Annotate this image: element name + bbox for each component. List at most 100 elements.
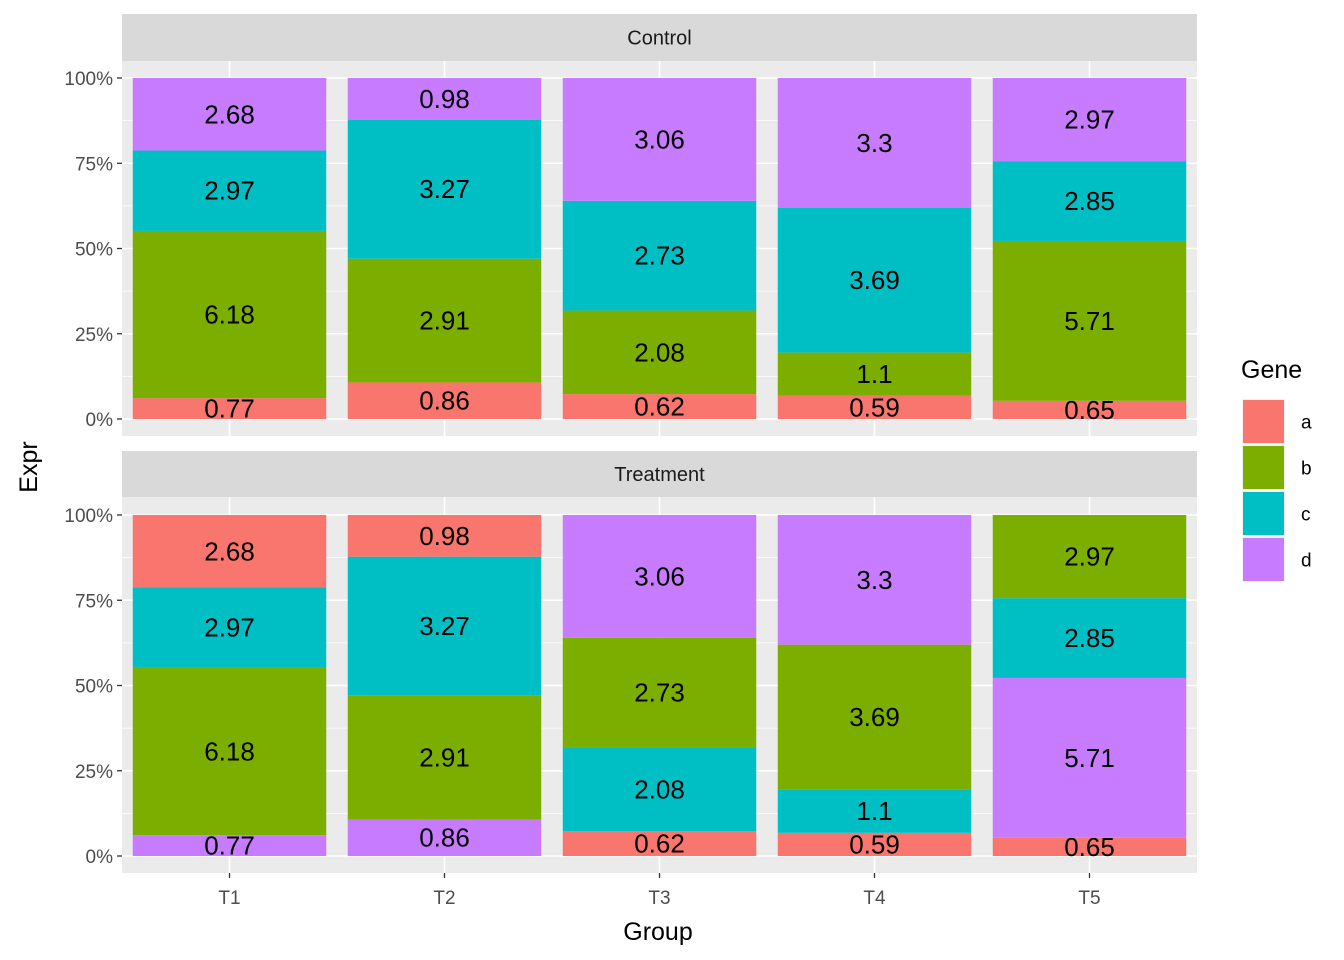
bar-T1: 0.77 6.18 2.97 2.68 <box>132 515 327 861</box>
bar-value-label: 0.98 <box>419 84 470 114</box>
bar-segment-b <box>777 644 972 790</box>
y-tick-label: 25% <box>75 762 113 783</box>
y-tick-label: 75% <box>75 591 113 612</box>
x-axis-title: Group <box>623 918 692 946</box>
bar-segment-b <box>347 258 542 383</box>
bar-segment-a <box>777 832 972 856</box>
bar-value-label: 3.27 <box>419 611 470 641</box>
panel-control: Control0%25%50%75%100%0.776.182.972.680.… <box>64 14 1197 436</box>
bar-T2: 0.86 2.91 3.27 0.98 <box>347 78 542 419</box>
bar-segment-d <box>777 78 972 208</box>
bar-segment-c <box>777 789 972 833</box>
legend-label-b: b <box>1301 459 1312 480</box>
bar-value-label: 0.77 <box>204 831 255 861</box>
x-axis: T1 T2 T3 T4 T5 <box>218 873 1101 909</box>
bar-value-label: 3.27 <box>419 174 470 204</box>
bar-value-label: 5.71 <box>1064 743 1115 773</box>
bar-segment-b <box>562 310 757 395</box>
bar-value-label: 2.97 <box>204 613 255 643</box>
bar-T2: 0.86 2.91 3.27 0.98 <box>347 515 542 856</box>
bar-value-label: 2.97 <box>204 176 255 206</box>
bar-segment-c <box>347 119 542 259</box>
bar-segment-b <box>992 240 1187 401</box>
bar-segment-a <box>347 515 542 557</box>
bar-value-label: 3.69 <box>849 265 900 295</box>
bar-value-label: 2.97 <box>1064 105 1115 135</box>
panel-treatment: Treatment 0% 25% 50% 75% 100% 0.77 6.18 2.97 2.68… <box>64 451 1197 873</box>
bar-value-label: 2.85 <box>1064 186 1115 216</box>
bar-segment-c <box>562 747 757 832</box>
bar-segment-b <box>132 667 327 836</box>
bar-segment-a <box>347 382 542 419</box>
bar-value-label: 6.18 <box>204 737 255 767</box>
bar-segment-a <box>132 398 327 419</box>
y-tick-label: 25% <box>75 325 113 346</box>
bar-value-label: 2.91 <box>419 743 470 773</box>
bar-segment-c <box>347 556 542 696</box>
y-tick-label: 75% <box>75 154 113 175</box>
bar-segment-b <box>562 637 757 748</box>
bar-value-label: 0.77 <box>204 394 255 424</box>
bar-value-label: 2.08 <box>634 774 685 804</box>
x-tick-label: T3 <box>648 888 670 909</box>
bar-segment-c <box>992 161 1187 241</box>
bar-segment-a <box>992 400 1187 419</box>
bar-segment-b <box>347 695 542 820</box>
bar-T5: 0.655.712.852.97 <box>992 515 1187 862</box>
y-axis-title: Expr <box>15 441 43 492</box>
bar-value-label: 6.18 <box>204 300 255 330</box>
bar-value-label: 0.86 <box>419 823 470 853</box>
x-tick-label: T1 <box>218 888 240 909</box>
facet-strip <box>122 451 1197 497</box>
bar-value-label: 2.85 <box>1064 623 1115 653</box>
bar-segment-a <box>132 515 327 588</box>
bar-segment-b <box>132 230 327 399</box>
bar-T1: 0.77 6.18 2.97 2.68 <box>132 78 327 424</box>
panels-layer: Control0%25%50%75%100%0.776.182.972.680.… <box>64 14 1197 873</box>
y-tick-label: 100% <box>64 506 113 527</box>
legend-key-b <box>1243 446 1284 489</box>
bar-value-label: 2.91 <box>419 306 470 336</box>
bar-segment-a <box>992 837 1187 856</box>
y-tick-label: 50% <box>75 240 113 261</box>
bar-value-label: 3.3 <box>856 565 892 595</box>
y-tick-label: 100% <box>64 69 113 90</box>
bar-segment-d <box>132 835 327 856</box>
bar-segment-d <box>347 819 542 856</box>
bar-segment-c <box>992 598 1187 678</box>
bar-segment-b <box>777 352 972 396</box>
x-tick-label: T2 <box>433 888 455 909</box>
bar-value-label: 5.71 <box>1064 306 1115 336</box>
facet-strip-label: Treatment <box>614 464 705 486</box>
bar-T4: 0.591.1 3.69 3.3 <box>777 515 972 859</box>
bar-T4: 0.591.1 3.69 3.3 <box>777 78 972 422</box>
bar-segment-c <box>132 150 327 231</box>
bar-T5: 0.655.712.852.97 <box>992 78 1187 425</box>
bar-value-label: 0.62 <box>634 392 685 422</box>
bar-value-label: 2.68 <box>204 99 255 129</box>
bar-value-label: 0.86 <box>419 386 470 416</box>
y-tick-label: 0% <box>86 410 114 431</box>
bar-value-label: 3.69 <box>849 702 900 732</box>
bar-value-label: 1.1 <box>856 359 892 389</box>
bar-value-label: 0.62 <box>634 829 685 859</box>
bar-segment-b <box>992 515 1187 599</box>
bar-value-label: 0.59 <box>849 392 900 422</box>
bar-value-label: 2.73 <box>634 678 685 708</box>
bar-value-label: 2.08 <box>634 337 685 367</box>
legend-label-d: d <box>1301 551 1312 572</box>
bar-value-label: 1.1 <box>856 796 892 826</box>
bar-T3: 0.62 2.08 2.73 3.06 <box>562 78 757 422</box>
bar-segment-d <box>347 78 542 120</box>
bar-value-label: 3.06 <box>634 561 685 591</box>
bar-segment-d <box>777 515 972 645</box>
bar-segment-d <box>562 515 757 638</box>
bar-value-label: 0.59 <box>849 829 900 859</box>
bar-segment-a <box>562 394 757 419</box>
facet-strip-label: Control <box>627 28 691 50</box>
bar-segment-c <box>562 200 757 311</box>
bar-value-label: 0.98 <box>419 521 470 551</box>
legend: Gene a b c d <box>1241 356 1312 582</box>
legend-key-d <box>1243 538 1284 581</box>
